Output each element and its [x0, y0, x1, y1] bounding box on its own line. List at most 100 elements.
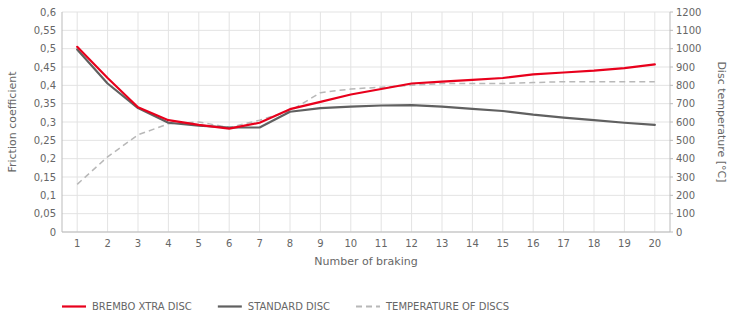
legend-label: BREMBO XTRA DISC — [92, 301, 192, 312]
x-tick-label: 20 — [648, 238, 661, 249]
y2-tick-label: 400 — [676, 153, 695, 164]
y-tick-label: 0,3 — [40, 117, 56, 128]
grid-line — [77, 12, 78, 232]
y2-tick-label: 700 — [676, 98, 695, 109]
grid-line — [62, 48, 670, 49]
y-tick-label: 0,35 — [34, 98, 56, 109]
grid-line — [290, 12, 291, 232]
grid-line — [62, 30, 670, 31]
x-axis-line — [62, 232, 670, 233]
x-tick-label: 12 — [405, 238, 418, 249]
x-tick-label: 8 — [287, 238, 293, 249]
y2-tick — [670, 103, 673, 104]
y-tick-label: 0,25 — [34, 135, 56, 146]
y-tick-label: 0,2 — [40, 153, 56, 164]
x-tick-label: 13 — [436, 238, 449, 249]
grid-line — [62, 232, 670, 233]
x-tick-label: 11 — [375, 238, 388, 249]
y2-tick-label: 1100 — [676, 25, 701, 36]
grid-line — [442, 12, 443, 232]
y2-tick — [670, 140, 673, 141]
grid-line — [62, 85, 670, 86]
y2-tick — [670, 30, 673, 31]
y-tick-label: 0,45 — [34, 62, 56, 73]
legend-label: STANDARD DISC — [248, 301, 330, 312]
y-tick-label: 0,55 — [34, 25, 56, 36]
plot-area — [77, 47, 655, 185]
grid-line — [350, 12, 351, 232]
y2-tick — [670, 177, 673, 178]
x-tick-label: 10 — [344, 238, 357, 249]
series-line — [77, 49, 655, 127]
grid-line — [411, 12, 412, 232]
grid-line — [62, 177, 670, 178]
x-tick-label: 19 — [618, 238, 631, 249]
grid-line — [563, 12, 564, 232]
x-tick-label: 14 — [466, 238, 479, 249]
y2-tick — [670, 67, 673, 68]
y2-tick-label: 300 — [676, 172, 695, 183]
x-tick-label: 18 — [588, 238, 601, 249]
y-tick-label: 0 — [50, 227, 56, 238]
x-tick-label: 16 — [527, 238, 540, 249]
grid-line — [138, 12, 139, 232]
grid-line — [320, 12, 321, 232]
grid-line — [62, 213, 670, 214]
x-tick-label: 9 — [317, 238, 323, 249]
y2-tick-label: 900 — [676, 62, 695, 73]
legend-swatch — [356, 305, 380, 307]
x-tick-label: 4 — [165, 238, 171, 249]
y2-tick — [670, 122, 673, 123]
grid-line — [107, 12, 108, 232]
legend-label: TEMPERATURE OF DISCS — [385, 301, 509, 312]
legend-swatch — [218, 305, 242, 307]
chart: 0 0,05 0,1 0,15 0,2 0,25 0,3 0,35 0,4 0,45 0,5 0,55… — [0, 0, 735, 324]
grid — [62, 12, 670, 232]
series-line — [77, 47, 655, 129]
y-axis-line — [62, 12, 63, 232]
series-line — [77, 82, 655, 185]
x-tick-label: 5 — [196, 238, 202, 249]
grid-line — [381, 12, 382, 232]
x-axis-label: Number of braking — [314, 255, 417, 268]
y2-tick-label: 200 — [676, 190, 695, 201]
y-tick-label: 0,05 — [34, 208, 56, 219]
y2-tick-label: 100 — [676, 208, 695, 219]
grid-line — [62, 195, 670, 196]
y2-tick-label: 1200 — [676, 7, 701, 18]
grid-line — [62, 158, 670, 159]
grid-line — [472, 12, 473, 232]
grid-line — [533, 12, 534, 232]
grid-line — [62, 67, 670, 68]
grid-line — [62, 122, 670, 123]
y2-tick-label: 500 — [676, 135, 695, 146]
legend: BREMBO XTRA DISC STANDARD DISC TEMPERATURE… — [62, 301, 509, 312]
grid-line — [594, 12, 595, 232]
grid-line — [229, 12, 230, 232]
x-tick-label: 7 — [256, 238, 262, 249]
y-tick-label: 0,6 — [40, 7, 56, 18]
grid-line — [62, 140, 670, 141]
x-tick-label: 1 — [74, 238, 80, 249]
y2-tick — [670, 232, 673, 233]
y-axis-label: Friction coefficient — [6, 71, 19, 173]
y-tick-label: 0,15 — [34, 172, 56, 183]
axes: 0 0,05 0,1 0,15 0,2 0,25 0,3 0,35 0,4 0,45 0,5 0,55… — [34, 7, 702, 250]
y2-tick — [670, 12, 673, 13]
y-tick-label: 0,5 — [40, 43, 56, 54]
y2-tick-label: 1000 — [676, 43, 701, 54]
legend-swatch — [62, 305, 86, 307]
grid-line — [62, 103, 670, 104]
y2-tick — [670, 195, 673, 196]
y2-tick-label: 800 — [676, 80, 695, 91]
y2-axis-label: Disc temperature [°C] — [715, 61, 728, 182]
y-tick-label: 0,1 — [40, 190, 56, 201]
y2-tick-label: 0 — [676, 227, 682, 238]
x-tick-label: 3 — [135, 238, 141, 249]
y2-tick — [670, 85, 673, 86]
y2-tick — [670, 158, 673, 159]
y2-tick — [670, 213, 673, 214]
x-tick-label: 6 — [226, 238, 232, 249]
y-tick-label: 0,4 — [40, 80, 56, 91]
y2-tick — [670, 48, 673, 49]
